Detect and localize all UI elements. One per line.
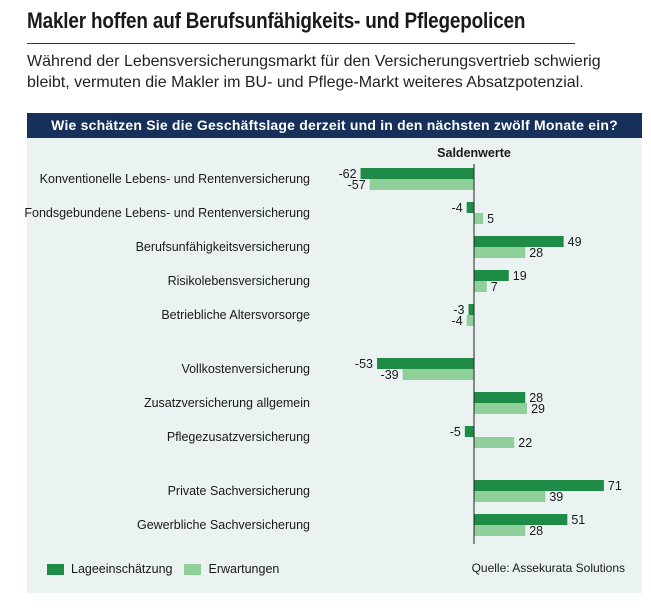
- bar-lage: [474, 392, 526, 403]
- bar-lage: [360, 168, 474, 179]
- subtitle: Während der Lebensversicherungsmarkt für…: [27, 53, 601, 91]
- bar-lage: [474, 514, 568, 525]
- category-label: Gewerbliche Sachversicherung: [137, 518, 310, 532]
- bar-erwartungen: [474, 281, 487, 292]
- bar-erwartungen: [474, 525, 526, 536]
- bar-erwartungen: [474, 491, 546, 502]
- data-label: -39: [381, 368, 399, 382]
- category-label: Risikolebensversicherung: [168, 274, 310, 288]
- bar-erwartungen: [474, 213, 484, 224]
- bar-lage: [474, 236, 564, 247]
- data-label: 39: [549, 490, 563, 504]
- axis-title: Saldenwerte: [437, 146, 511, 160]
- legend-label-lage: Lageeinschätzung: [71, 562, 173, 576]
- data-label: -53: [355, 357, 373, 371]
- bar-erwartungen: [402, 369, 474, 380]
- bar-lage: [468, 304, 474, 315]
- data-label: 22: [518, 436, 532, 450]
- legend: Lageeinschätzung Erwartungen: [47, 561, 291, 577]
- data-label: 71: [608, 479, 622, 493]
- data-label: 19: [513, 269, 527, 283]
- bar-erwartungen: [466, 315, 474, 326]
- data-label: -5: [450, 425, 461, 439]
- bar-erwartungen: [474, 403, 528, 414]
- legend-label-erwartungen: Erwartungen: [208, 562, 280, 576]
- data-label: -62: [338, 167, 356, 181]
- data-label: 28: [529, 246, 543, 260]
- legend-swatch-lage: [47, 563, 64, 575]
- data-label: 49: [568, 235, 582, 249]
- data-label: 28: [529, 524, 543, 538]
- bar-erwartungen: [369, 179, 474, 190]
- category-label: Private Sachversicherung: [168, 484, 310, 498]
- legend-item-lage: Lageeinschätzung: [47, 562, 172, 576]
- title-rule: [27, 43, 575, 44]
- question-text: Wie schätzen Sie die Geschäftslage derze…: [51, 117, 618, 133]
- legend-item-erwartungen: Erwartungen: [184, 562, 279, 576]
- bar-lage: [464, 426, 474, 437]
- data-label: 51: [571, 513, 585, 527]
- question-banner: Wie schätzen Sie die Geschäftslage derze…: [27, 113, 642, 138]
- category-label: Fondsgebundene Lebens- und Rentenversich…: [24, 206, 310, 220]
- data-label: 7: [491, 280, 498, 294]
- bar-lage: [474, 270, 509, 281]
- data-label: 29: [531, 402, 545, 416]
- category-label: Konventionelle Lebens- und Rentenversich…: [40, 172, 310, 186]
- category-label: Berufsunfähigkeitsversicherung: [136, 240, 310, 254]
- data-label: -4: [452, 201, 463, 215]
- data-label: -57: [348, 178, 366, 192]
- category-label: Betriebliche Altersvorsorge: [161, 308, 310, 322]
- bar-lage: [474, 480, 604, 491]
- bar-erwartungen: [474, 437, 515, 448]
- bar-lage: [466, 202, 474, 213]
- bar-lage: [377, 358, 474, 369]
- category-label: Zusatzversicherung allgemein: [144, 396, 310, 410]
- data-label: 28: [529, 391, 543, 405]
- category-label: Vollkostenversicherung: [181, 362, 310, 376]
- data-label: -3: [453, 303, 464, 317]
- data-label: 5: [487, 212, 494, 226]
- category-label: Pflegezusatzversicherung: [167, 430, 310, 444]
- legend-swatch-erwartungen: [184, 563, 202, 575]
- bar-erwartungen: [474, 247, 526, 258]
- data-label: -4: [452, 314, 463, 328]
- source-note: Quelle: Assekurata Solutions: [471, 561, 625, 575]
- page-title: Makler hoffen auf Berufsunfähigkeits- un…: [27, 8, 526, 33]
